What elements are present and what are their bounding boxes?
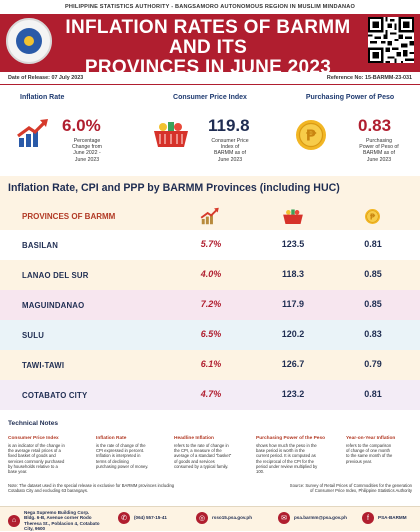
- technical-note-title: Year-on-Year Inflation: [346, 436, 396, 441]
- technical-note-title: Headline Inflation: [174, 436, 214, 441]
- ppp-cell: 0.81: [364, 389, 382, 399]
- ppp-desc: Purchasing Power of Peso of BARMM as of Jun…: [359, 138, 399, 163]
- svg-text:₱: ₱: [370, 212, 376, 221]
- psa-logo: [6, 18, 52, 64]
- table-row: MAGUINDANAO 7.2% 117.9 0.85: [0, 290, 420, 320]
- province-name: SULU: [22, 331, 45, 340]
- ppp-cell: 0.81: [364, 239, 382, 249]
- inflation-cell: 4.7%: [200, 389, 222, 399]
- cpi-cell: 120.2: [281, 329, 305, 339]
- ppp-column-icon: ₱: [364, 208, 381, 230]
- qr-code[interactable]: [368, 17, 414, 63]
- province-name: BASILAN: [22, 241, 59, 250]
- inflation-column-icon: [200, 206, 220, 231]
- svg-text:₱: ₱: [306, 127, 317, 145]
- inflation-cell: 7.2%: [200, 299, 222, 309]
- globe-icon: ◎: [196, 512, 208, 524]
- table-row: BASILAN 5.7% 123.5 0.81: [0, 230, 420, 260]
- table-row: COTABATO CITY 4.7% 123.2 0.81: [0, 380, 420, 410]
- inflation-cell: 5.7%: [200, 239, 222, 249]
- table-section-header: Inflation Rate, CPI and PPP by BARMM Pro…: [0, 176, 420, 202]
- cpi-column-icon: [282, 208, 304, 231]
- facebook-item[interactable]: f PSA-BARMM: [362, 512, 407, 524]
- cpi-cell: 118.3: [281, 269, 305, 279]
- table-row: SULU 6.5% 120.2 0.83: [0, 320, 420, 350]
- ppp-cell: 0.79: [364, 359, 382, 369]
- technical-note-title: Inflation Rate: [96, 436, 127, 441]
- province-name: MAGUINDANAO: [22, 301, 85, 310]
- cpi-value: 119.8: [208, 116, 250, 135]
- reference-number: Reference No: 15-BARMM-23-031: [326, 75, 412, 81]
- cpi-heading: Consumer Price Index: [173, 94, 247, 101]
- page-title: INFLATION RATES OF BARMM AND ITS PROVINC…: [58, 18, 358, 78]
- release-date: Date of Release: 07 July 2023: [8, 75, 84, 81]
- email-icon: ✉: [278, 512, 290, 524]
- ppp-cell: 0.85: [364, 269, 382, 279]
- technical-note: Headline Inflation refers to the rate of …: [174, 436, 252, 469]
- cpi-cell: 123.2: [281, 389, 305, 399]
- table-row: TAWI-TAWI 6.1% 126.7 0.79: [0, 350, 420, 380]
- contact-footer: ⌂ Nega Supremo Building Corp. Bldg. 6-B, …: [0, 506, 420, 531]
- ppp-cell: 0.85: [364, 299, 382, 309]
- technical-note: Year-on-Year Inflation refers to the comp…: [346, 436, 412, 464]
- address-item: ⌂ Nega Supremo Building Corp. Bldg. 6-B, …: [8, 510, 100, 532]
- provinces-column-label: PROVINCES OF BARMM: [22, 212, 116, 221]
- table-section-title: Inflation Rate, CPI and PPP by BARMM Pro…: [8, 182, 340, 194]
- facebook-icon: f: [362, 512, 374, 524]
- technical-note: Inflation Rate is the rate of change of t…: [96, 436, 170, 469]
- source-note: Source: Survey of Retail Prices of Commo…: [289, 483, 412, 494]
- cpi-desc: Consumer Price Index of BARMM as of June 20…: [211, 138, 249, 163]
- technical-note: Purchasing Power of the Peso shows how mu…: [256, 436, 342, 474]
- technical-note-title: Purchasing Power of the Peso: [256, 436, 326, 441]
- cpi-cell: 117.9: [281, 299, 305, 309]
- cpi-cell: 126.7: [281, 359, 305, 369]
- ppp-stat: Purchasing Power of Peso ₱ 0.83 Purchasi…: [280, 90, 420, 170]
- release-bar: Date of Release: 07 July 2023 Reference …: [0, 72, 420, 85]
- dataset-note: Note: The dataset used in the special re…: [8, 483, 175, 494]
- technical-notes-title: Technical Notes: [8, 420, 59, 427]
- peso-coin-icon: ₱: [294, 118, 328, 152]
- agency-line: PHILIPPINE STATISTICS AUTHORITY - BANGSA…: [64, 4, 356, 10]
- inflation-cell: 6.1%: [200, 359, 222, 369]
- province-name: COTABATO CITY: [22, 391, 88, 400]
- technical-note: Consumer Price Index is an indicator of t…: [8, 436, 90, 474]
- inflation-cell: 6.5%: [200, 329, 222, 339]
- shopping-basket-icon: [152, 120, 190, 150]
- email-item[interactable]: ✉ psa.barmm@psa.gov.ph: [278, 512, 347, 524]
- ppp-value: 0.83: [358, 116, 392, 135]
- inflation-heading: Inflation Rate: [20, 94, 65, 101]
- technical-notes: Technical Notes Consumer Price Index is a…: [0, 412, 420, 506]
- province-name: LANAO DEL SUR: [22, 271, 89, 280]
- cpi-stat: Consumer Price Index 119.8 Consumer Pric…: [140, 90, 280, 170]
- inflation-stat: Inflation Rate 6.0% Percentage Change fro…: [0, 90, 140, 170]
- inflation-desc: Percentage Change from June 2022 - June 202…: [72, 138, 102, 163]
- title-line-1: INFLATION RATES OF BARMM AND ITS: [65, 17, 351, 58]
- website-item[interactable]: ◎ rsso15.psa.gov.ph: [196, 512, 252, 524]
- table-column-header: PROVINCES OF BARMM ₱: [0, 202, 420, 230]
- province-name: TAWI-TAWI: [22, 361, 65, 370]
- inflation-cell: 4.0%: [200, 269, 222, 279]
- title-line-2: PROVINCES IN JUNE 2023: [84, 57, 332, 78]
- location-pin-icon: ⌂: [8, 514, 20, 527]
- phone-icon: ✆: [118, 512, 130, 524]
- table-row: LANAO DEL SUR 4.0% 118.3 0.85: [0, 260, 420, 290]
- title-banner: [0, 14, 420, 72]
- ppp-heading: Purchasing Power of Peso: [305, 94, 395, 101]
- inflation-value: 6.0%: [62, 116, 101, 135]
- phone-item[interactable]: ✆ (064) 557-15-41: [118, 512, 167, 524]
- rising-arrow-icon: [16, 116, 50, 150]
- ppp-cell: 0.83: [364, 329, 382, 339]
- technical-note-title: Consumer Price Index: [8, 436, 59, 441]
- cpi-cell: 123.5: [281, 239, 305, 249]
